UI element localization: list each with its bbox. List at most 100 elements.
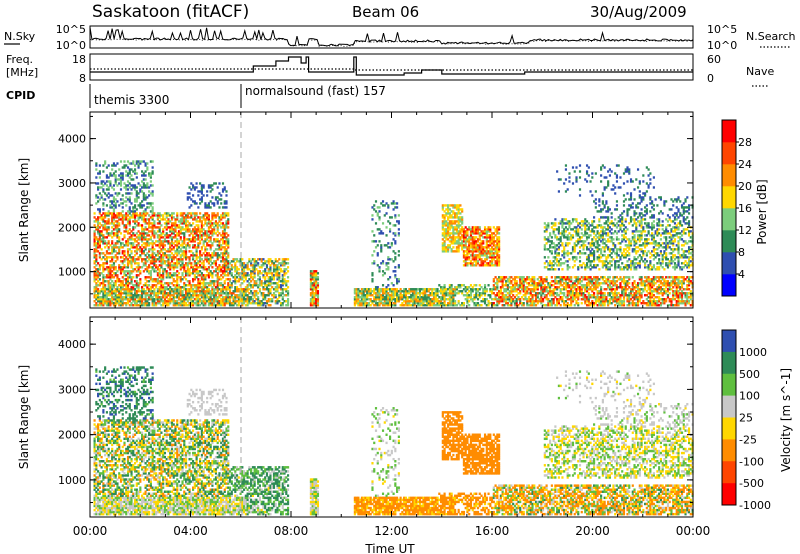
power-cell [448,300,451,303]
power-cell [133,184,137,187]
power-cell [141,294,144,297]
power-cell [542,282,545,285]
power-cell [192,270,195,273]
power-cell [483,292,487,295]
power-cell [107,298,110,301]
power-cell [359,300,362,303]
power-cell [93,278,96,281]
power-cell [380,296,383,299]
power-cell [260,260,263,263]
power-cell [169,296,172,299]
power-cell [527,288,531,291]
power-cell [137,304,140,307]
power-cell [505,280,508,283]
power-cell [260,302,263,305]
power-cell [227,262,230,265]
power-cell [153,290,156,293]
power-cell [199,294,202,297]
power-cell [149,290,152,293]
power-cell [225,240,228,243]
power-cell [281,282,284,285]
power-cell [464,254,467,257]
power-cell [181,216,184,219]
power-cell [214,296,218,299]
power-cell [257,298,260,301]
power-cell [383,298,386,301]
power-cell [505,302,508,305]
power-cell [144,260,147,263]
power-cell [253,290,256,293]
power-cell [192,184,195,187]
power-cell [392,290,395,293]
power-cell [174,286,177,289]
power-cell [519,298,522,301]
power-cell [114,242,117,245]
power-cell [257,272,260,275]
power-cell [489,262,492,265]
power-cell [195,212,198,215]
power-cell [366,294,369,297]
power-cell [197,216,200,219]
power-cell [260,264,263,267]
power-cell [357,292,360,295]
power-cell [151,292,154,295]
power-cell [156,244,159,247]
power-cell [492,280,495,283]
power-cell [107,288,110,291]
power-cell [102,202,105,205]
power-cell [255,292,258,295]
power-cell [206,274,209,277]
power-cell [213,226,216,229]
power-cell [360,290,364,293]
power-cell [165,282,168,285]
power-cell [204,240,207,243]
power-cell [285,284,288,287]
power-cell [265,294,269,297]
power-cell [142,292,145,295]
power-cell [227,266,230,269]
power-cell [158,290,161,293]
power-cell [211,196,214,199]
power-cell [353,296,356,299]
power-cell [170,236,174,239]
power-cell [522,282,525,285]
power-cell [148,296,151,299]
power-cell [148,248,151,251]
power-cell [179,232,182,235]
power-cell [158,236,161,239]
power-cell [487,302,490,305]
power-cell [272,262,276,265]
power-cell [237,268,240,271]
power-cell [475,230,478,233]
power-cell [533,294,536,297]
power-cell [498,280,501,283]
power-cell [126,258,130,261]
power-cell [207,254,210,257]
power-cell [234,274,237,277]
power-cell [515,294,518,297]
power-cell [211,218,214,221]
power-cell [116,234,119,237]
power-cell [309,270,312,273]
power-cell [211,254,214,257]
power-cell [206,218,209,221]
power-cell [174,250,177,253]
power-cell [520,302,524,305]
power-cell [478,234,481,237]
power-cell [527,304,531,307]
power-cell [199,230,202,233]
power-cell [188,192,191,195]
power-cell [315,302,318,305]
power-cell [475,262,478,265]
power-cell [148,174,151,177]
power-cell [311,284,314,287]
power-cell [207,218,210,221]
power-cell [186,264,189,267]
power-cell [105,266,108,269]
power-cell [95,282,98,285]
power-cell [376,302,379,305]
power-cell [121,304,124,307]
power-cell [199,256,202,259]
power-cell [225,242,228,245]
